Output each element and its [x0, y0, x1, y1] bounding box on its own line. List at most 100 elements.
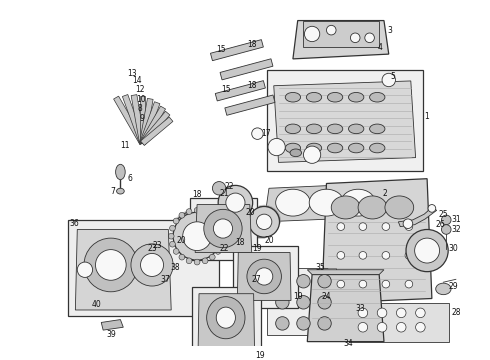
- Text: 38: 38: [170, 263, 180, 272]
- Text: 8: 8: [138, 104, 143, 113]
- Ellipse shape: [194, 259, 200, 265]
- Polygon shape: [198, 294, 255, 354]
- Ellipse shape: [348, 93, 364, 102]
- Ellipse shape: [304, 26, 320, 42]
- Text: 25: 25: [439, 210, 448, 219]
- Ellipse shape: [365, 33, 374, 42]
- Ellipse shape: [297, 296, 310, 309]
- Ellipse shape: [331, 196, 360, 219]
- Ellipse shape: [350, 33, 360, 42]
- Ellipse shape: [218, 185, 253, 220]
- Ellipse shape: [276, 189, 310, 216]
- Polygon shape: [264, 184, 379, 222]
- Ellipse shape: [396, 323, 406, 332]
- Ellipse shape: [186, 258, 192, 264]
- Ellipse shape: [202, 209, 208, 215]
- Text: 18: 18: [247, 40, 256, 49]
- Ellipse shape: [173, 212, 221, 260]
- Text: 40: 40: [92, 300, 101, 309]
- Text: 27: 27: [252, 275, 261, 284]
- Ellipse shape: [207, 297, 245, 339]
- Text: 26: 26: [436, 220, 445, 229]
- Ellipse shape: [441, 215, 451, 225]
- Ellipse shape: [77, 262, 93, 278]
- Ellipse shape: [285, 93, 300, 102]
- Polygon shape: [101, 320, 123, 330]
- Text: 23: 23: [147, 244, 157, 253]
- Ellipse shape: [183, 222, 212, 251]
- Polygon shape: [141, 117, 173, 145]
- Polygon shape: [140, 111, 170, 145]
- Ellipse shape: [403, 219, 413, 229]
- Text: 18: 18: [192, 190, 202, 199]
- Ellipse shape: [348, 124, 364, 134]
- Polygon shape: [225, 95, 275, 115]
- FancyBboxPatch shape: [267, 268, 336, 335]
- Ellipse shape: [337, 252, 344, 259]
- Text: 17: 17: [261, 129, 271, 138]
- Ellipse shape: [170, 241, 175, 247]
- Ellipse shape: [348, 143, 364, 153]
- Text: 1: 1: [424, 112, 429, 121]
- FancyBboxPatch shape: [192, 287, 261, 360]
- Ellipse shape: [303, 146, 321, 163]
- Ellipse shape: [141, 253, 164, 276]
- FancyBboxPatch shape: [68, 220, 219, 316]
- Text: 37: 37: [161, 275, 171, 284]
- Ellipse shape: [215, 248, 221, 254]
- Ellipse shape: [216, 307, 235, 328]
- Text: 39: 39: [106, 330, 116, 339]
- Text: 30: 30: [448, 244, 458, 253]
- Ellipse shape: [377, 323, 387, 332]
- Text: 12: 12: [135, 85, 144, 94]
- Ellipse shape: [358, 196, 387, 219]
- Ellipse shape: [428, 204, 436, 212]
- Ellipse shape: [327, 124, 343, 134]
- FancyBboxPatch shape: [348, 303, 449, 342]
- Text: 34: 34: [343, 339, 353, 348]
- Text: 36: 36: [70, 219, 79, 228]
- Ellipse shape: [405, 280, 413, 288]
- Ellipse shape: [268, 139, 285, 156]
- Ellipse shape: [213, 219, 233, 238]
- Ellipse shape: [337, 280, 344, 288]
- Ellipse shape: [318, 317, 331, 330]
- Ellipse shape: [309, 189, 343, 216]
- Text: 24: 24: [321, 292, 331, 301]
- Ellipse shape: [209, 254, 215, 260]
- Polygon shape: [307, 275, 384, 342]
- Ellipse shape: [96, 249, 126, 280]
- Text: 19: 19: [256, 351, 265, 360]
- Ellipse shape: [220, 233, 226, 239]
- Ellipse shape: [441, 225, 451, 234]
- Ellipse shape: [369, 143, 385, 153]
- Ellipse shape: [377, 308, 387, 318]
- Ellipse shape: [249, 207, 279, 237]
- Ellipse shape: [179, 212, 185, 218]
- Text: 35: 35: [315, 263, 325, 272]
- Polygon shape: [215, 81, 266, 101]
- Polygon shape: [274, 81, 416, 162]
- Ellipse shape: [215, 218, 221, 224]
- Text: 20: 20: [245, 208, 255, 217]
- Ellipse shape: [226, 193, 245, 212]
- Ellipse shape: [326, 25, 336, 35]
- Text: 14: 14: [132, 76, 142, 85]
- Ellipse shape: [306, 143, 321, 153]
- Ellipse shape: [318, 296, 331, 309]
- Ellipse shape: [382, 280, 390, 288]
- Text: 29: 29: [448, 283, 458, 292]
- Ellipse shape: [416, 323, 425, 332]
- Polygon shape: [398, 207, 437, 226]
- Polygon shape: [75, 229, 171, 310]
- Text: 19: 19: [293, 292, 302, 301]
- Polygon shape: [211, 40, 263, 61]
- Ellipse shape: [306, 124, 321, 134]
- Ellipse shape: [358, 308, 368, 318]
- Ellipse shape: [359, 223, 367, 230]
- Ellipse shape: [318, 275, 331, 288]
- Ellipse shape: [306, 93, 321, 102]
- Ellipse shape: [405, 252, 413, 259]
- Ellipse shape: [385, 196, 414, 219]
- Text: 31: 31: [451, 215, 461, 224]
